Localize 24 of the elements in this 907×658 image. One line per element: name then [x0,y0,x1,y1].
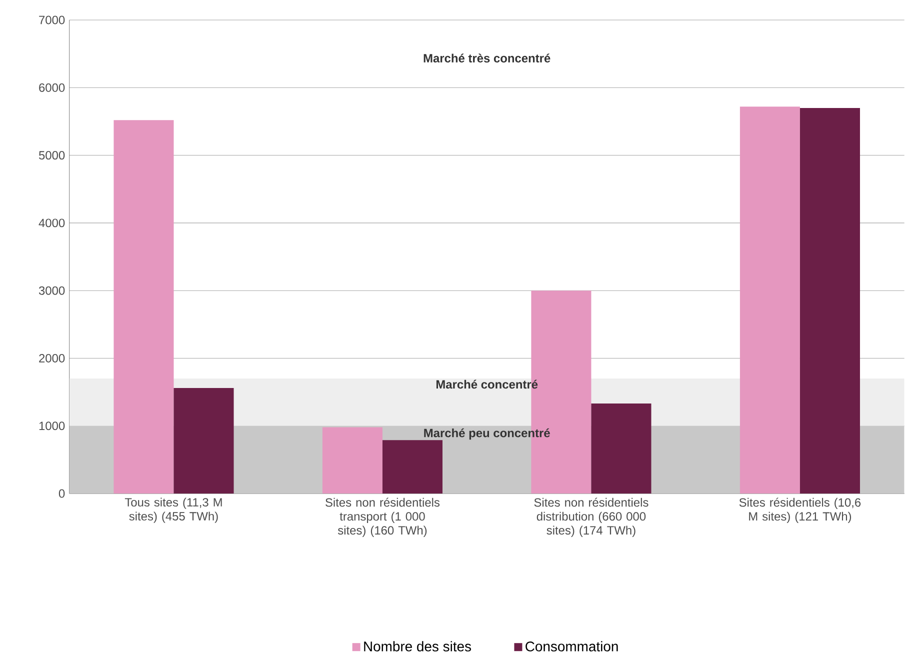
x-tick-label: Sites non résidentiels distribution (660 000 sites) (174 TWh) [534,498,648,537]
y-tick-label: 7000 [39,16,65,24]
bar [382,440,442,494]
legend-label: Nombre des sites [364,640,472,652]
y-tick-label: 4000 [38,218,65,228]
y-tick-label: 6000 [39,83,65,92]
bar [800,108,860,494]
y-tick-label: 5000 [38,150,65,160]
bar [174,388,234,494]
y-tick-label: 2000 [39,354,65,362]
bar [740,106,800,494]
x-tick-label: Sites résidentiels (10,6 M sites) (121 TWh) [739,498,861,523]
bar [322,427,382,494]
y-tick-label: 3000 [38,286,65,295]
bar [591,403,652,494]
band-label: Marché concentré [436,380,538,388]
legend-label: Consommation [526,640,618,652]
band-label: Marché peu concentré [424,428,550,440]
x-tick-label: Sites non résidentiels transport (1 000 sites) (160 TWh) [326,498,440,537]
bar [114,120,174,494]
y-tick-label: 1000 [39,421,65,430]
y-tick-label: 0 [58,489,65,498]
x-tick-label: Tous sites (11,3 M sites) (455 TWh) [124,498,222,523]
annotation: Marché très concentré [424,53,550,62]
